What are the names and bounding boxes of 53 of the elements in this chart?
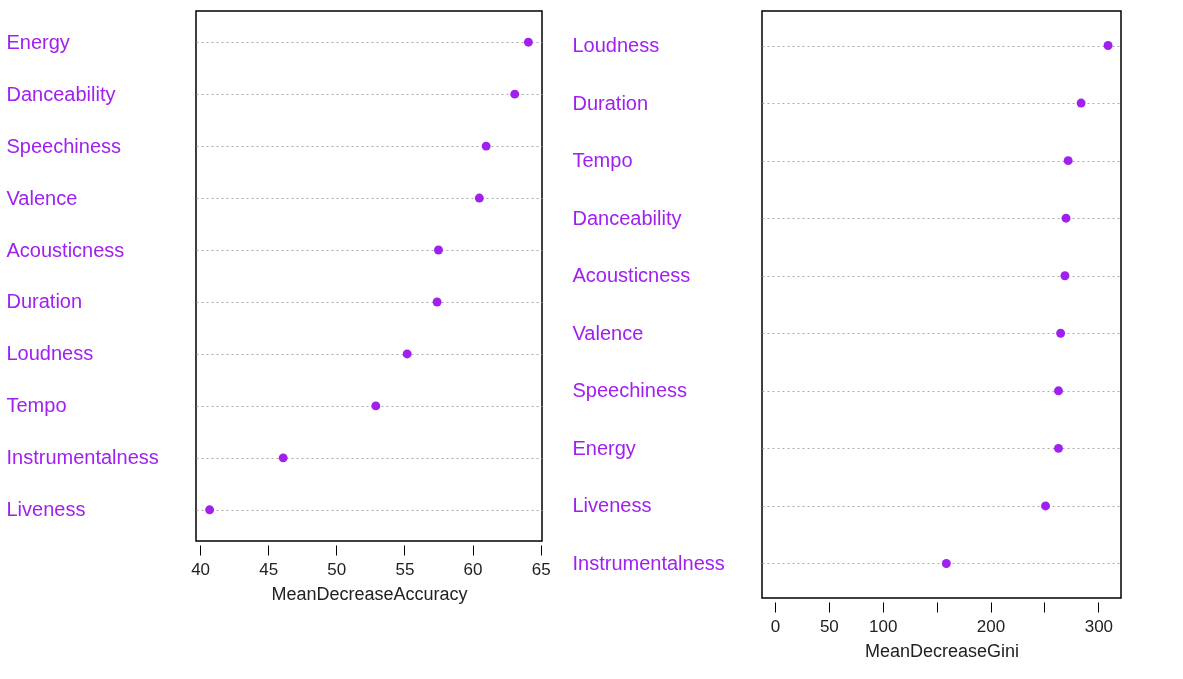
point (481, 141, 491, 151)
point (1054, 386, 1063, 396)
y-tick-label: Instrumentalness (572, 551, 725, 574)
point (941, 559, 951, 568)
y-tick-label: Danceability (6, 82, 116, 105)
point (205, 505, 215, 515)
x-tick-label: 55 (395, 559, 415, 579)
point (1054, 443, 1063, 453)
point (1041, 501, 1051, 511)
y-tick-label: Liveness (6, 498, 86, 521)
y-tick-label: Loudness (572, 34, 660, 57)
point (434, 245, 443, 255)
y-tick-label: Acousticness (572, 264, 691, 287)
y-tick-label: Valence (6, 186, 78, 209)
y-tick-label: Energy (6, 30, 70, 53)
point (1061, 213, 1071, 223)
y-tick-label: Tempo (6, 394, 67, 417)
y-tick-label: Danceability (572, 206, 682, 229)
x-tick-label: 50 (819, 616, 839, 636)
y-tick-label: Duration (6, 290, 83, 313)
x-tick-label: 0 (770, 616, 781, 636)
y-tick-label: Loudness (6, 342, 94, 365)
x-axis-title: MeanDecreaseAccuracy (271, 583, 468, 604)
point (523, 37, 533, 47)
point (1056, 328, 1066, 338)
y-tick-label: Tempo (572, 149, 633, 172)
y-tick-label: Instrumentalness (6, 446, 159, 469)
point (402, 349, 412, 359)
x-tick-label: 300 (1084, 616, 1114, 636)
y-tick-label: Speechiness (6, 134, 122, 157)
point (1076, 98, 1086, 108)
x-tick-label: 45 (259, 559, 279, 579)
x-tick-label: 40 (191, 559, 211, 579)
y-tick-label: Speechiness (572, 379, 688, 402)
point (432, 297, 442, 307)
y-tick-label: Liveness (572, 494, 652, 517)
y-tick-label: Energy (572, 436, 636, 459)
y-tick-label: Valence (572, 321, 644, 344)
point (371, 401, 381, 411)
point (474, 193, 484, 203)
x-tick-label: 200 (976, 616, 1006, 636)
x-tick-label: 50 (327, 559, 347, 579)
point (1063, 156, 1073, 166)
y-tick-label: Acousticness (6, 238, 125, 261)
y-tick-label: Duration (572, 91, 649, 114)
point (278, 453, 288, 463)
point (510, 89, 520, 99)
x-tick-label: 100 (869, 616, 898, 636)
point (1103, 41, 1113, 50)
x-tick-label: 60 (463, 559, 483, 579)
x-tick-label: 65 (531, 559, 551, 579)
point (1060, 271, 1070, 281)
x-axis-title: MeanDecreaseGini (864, 640, 1020, 661)
